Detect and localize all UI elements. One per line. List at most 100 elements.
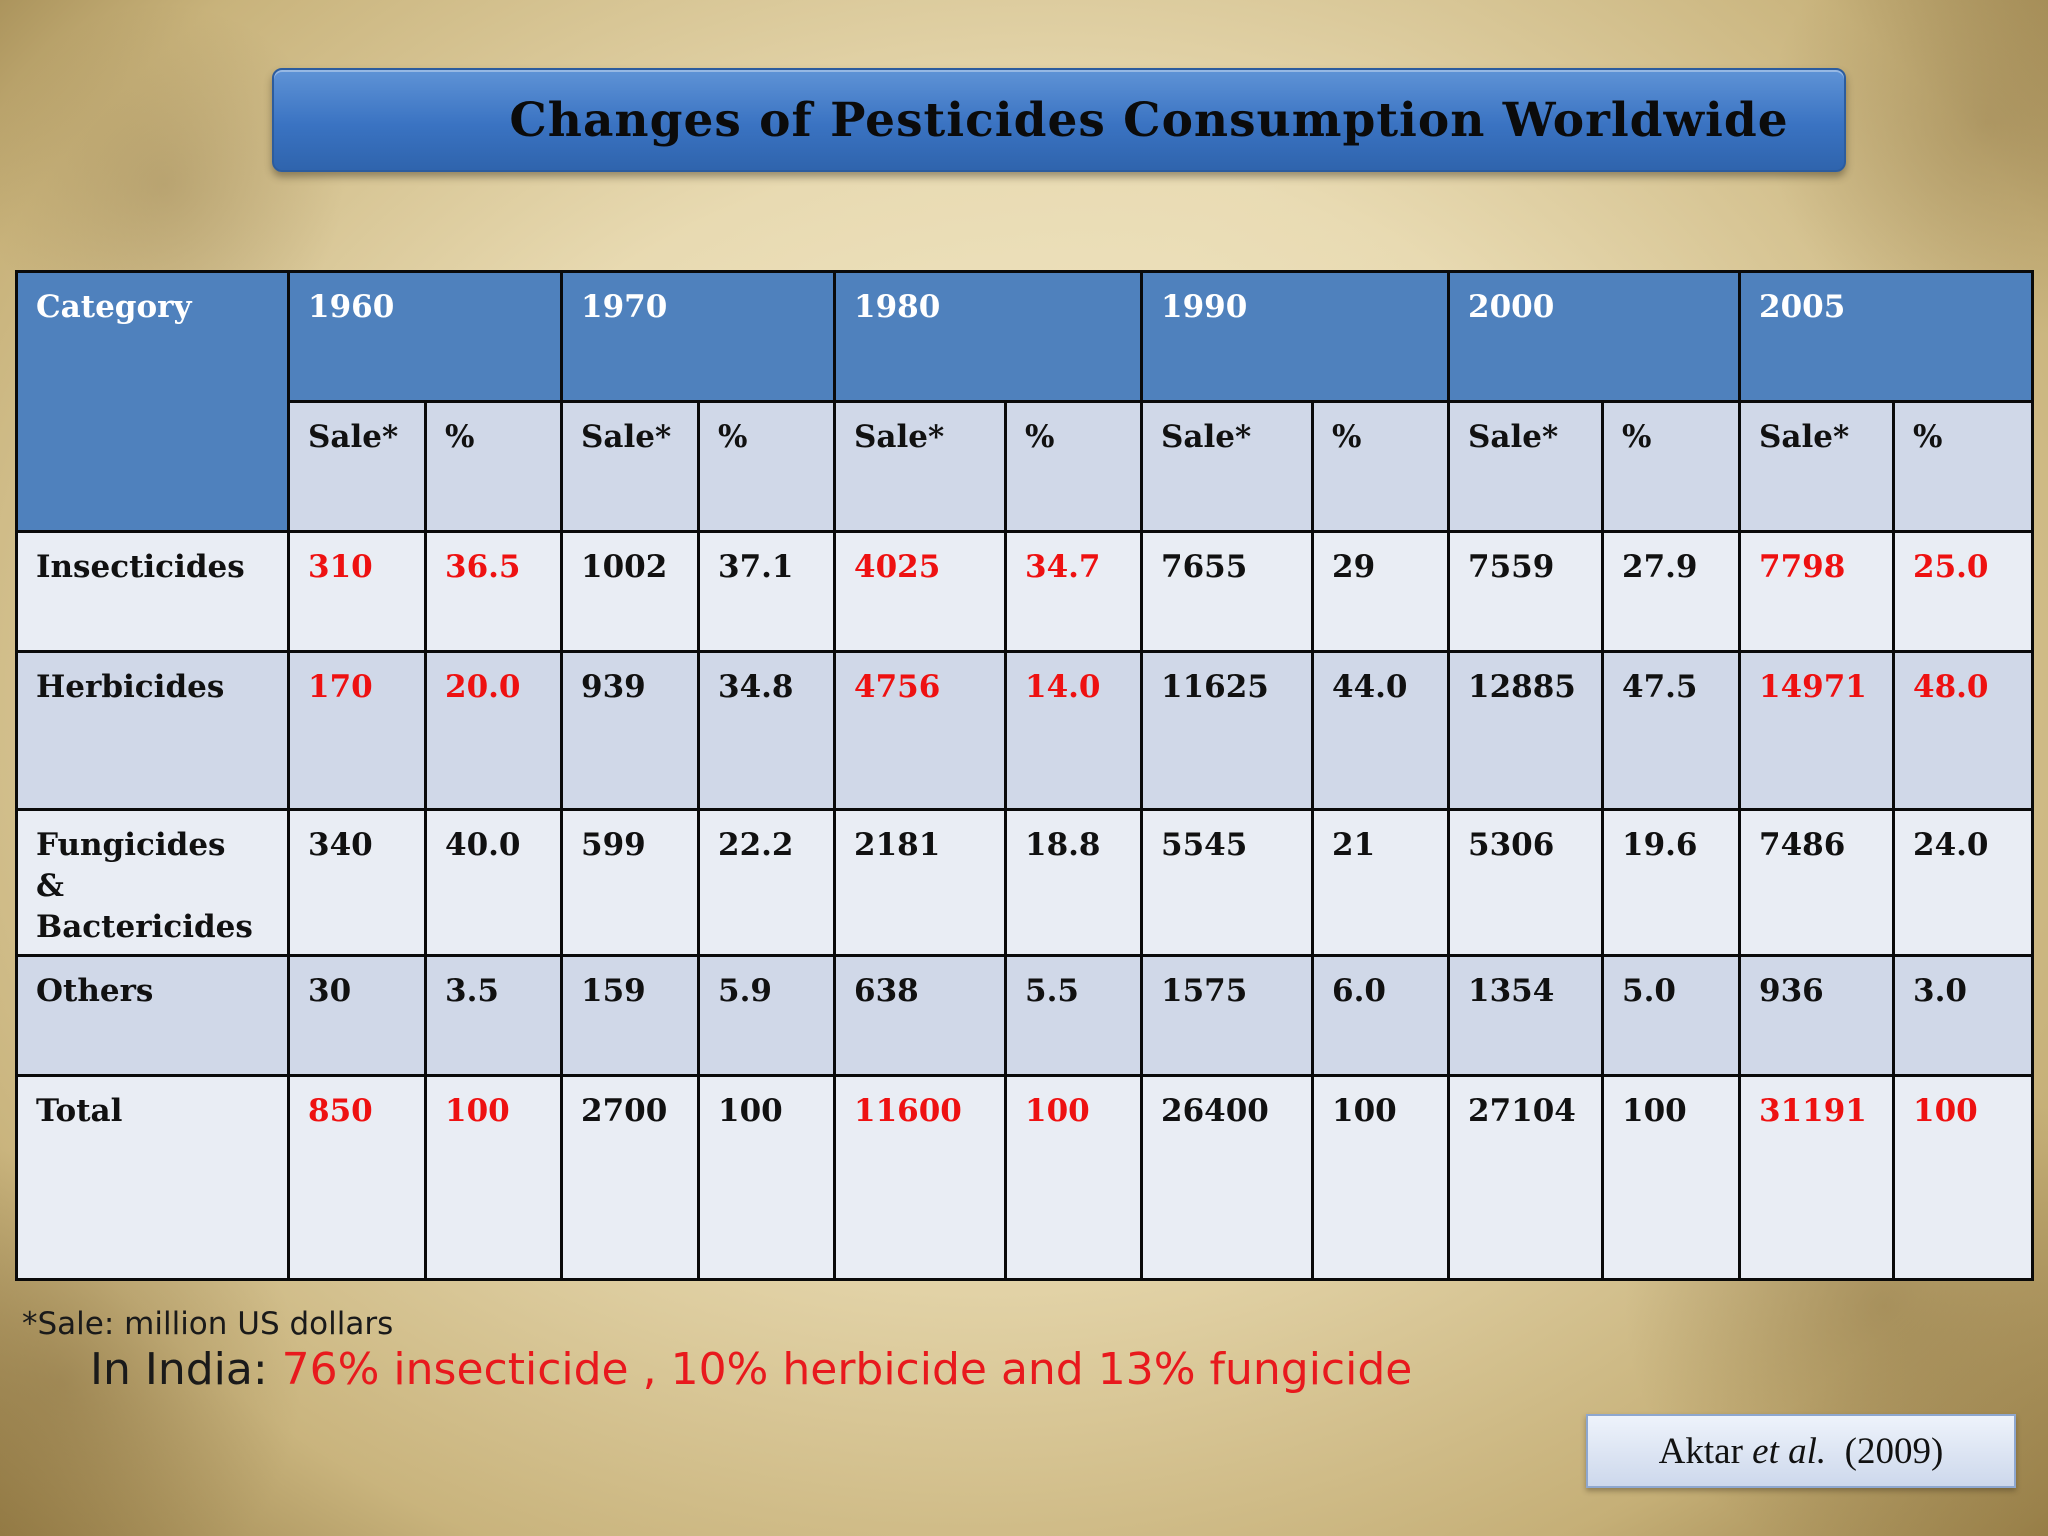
percent-subheader: % (1892, 400, 2034, 533)
percent-cell: 24.0 (1892, 808, 2034, 957)
category-cell: Fungicides & Bactericides (15, 808, 290, 957)
category-cell: Insecticides (15, 530, 290, 653)
title-banner: Changes of Pesticides Consumption Worldw… (272, 68, 1846, 172)
sale-cell: 1575 (1140, 954, 1314, 1077)
citation-box: Aktar et al. (2009) (1586, 1414, 2016, 1488)
category-header: Category (15, 270, 290, 533)
category-cell: Herbicides (15, 650, 290, 811)
percent-cell: 36.5 (424, 530, 563, 653)
sale-cell: 12885 (1447, 650, 1604, 811)
percent-cell: 20.0 (424, 650, 563, 811)
percent-cell: 18.8 (1004, 808, 1143, 957)
page-title: Changes of Pesticides Consumption Worldw… (509, 92, 1789, 148)
sale-cell: 936 (1738, 954, 1895, 1077)
percent-cell: 3.5 (424, 954, 563, 1077)
percent-cell: 3.0 (1892, 954, 2034, 1077)
percent-cell: 44.0 (1311, 650, 1450, 811)
percent-cell: 100 (1892, 1074, 2034, 1281)
sale-cell: 850 (287, 1074, 427, 1281)
percent-cell: 22.2 (697, 808, 836, 957)
sale-cell: 14971 (1738, 650, 1895, 811)
year-header: 1970 (560, 270, 836, 403)
sale-subheader: Sale* (560, 400, 700, 533)
table-row: Total 850 100 2700 100 11600 100 26400 1… (15, 1074, 2034, 1281)
sale-subheader: Sale* (1140, 400, 1314, 533)
category-cell: Others (15, 954, 290, 1077)
sale-cell: 7486 (1738, 808, 1895, 957)
sale-cell: 2181 (833, 808, 1007, 957)
sale-cell: 599 (560, 808, 700, 957)
percent-subheader: % (424, 400, 563, 533)
sale-cell: 7655 (1140, 530, 1314, 653)
sale-cell: 1354 (1447, 954, 1604, 1077)
percent-cell: 29 (1311, 530, 1450, 653)
sale-cell: 939 (560, 650, 700, 811)
sale-subheader: Sale* (833, 400, 1007, 533)
percent-cell: 100 (1004, 1074, 1143, 1281)
table-row: Fungicides & Bactericides 340 40.0 599 2… (15, 808, 2034, 957)
percent-subheader: % (1311, 400, 1450, 533)
table-row: Others 30 3.5 159 5.9 638 5.5 1575 6.0 1… (15, 954, 2034, 1077)
percent-cell: 34.8 (697, 650, 836, 811)
year-header: 1960 (287, 270, 563, 403)
india-summary: In India: 76% insecticide , 10% herbicid… (90, 1344, 1412, 1395)
india-highlight: 76% insecticide , 10% herbicide and 13% … (281, 1344, 1413, 1395)
table-row: Insecticides 310 36.5 1002 37.1 4025 34.… (15, 530, 2034, 653)
percent-cell: 5.5 (1004, 954, 1143, 1077)
category-cell: Total (15, 1074, 290, 1281)
citation-author: Aktar (1658, 1430, 1743, 1472)
sale-cell: 170 (287, 650, 427, 811)
year-header: 1980 (833, 270, 1143, 403)
percent-cell: 25.0 (1892, 530, 2034, 653)
sale-cell: 30 (287, 954, 427, 1077)
percent-cell: 100 (1601, 1074, 1741, 1281)
sale-cell: 340 (287, 808, 427, 957)
sale-cell: 11625 (1140, 650, 1314, 811)
citation-etal: et al. (1752, 1430, 1827, 1472)
sale-subheader: Sale* (1447, 400, 1604, 533)
percent-cell: 40.0 (424, 808, 563, 957)
india-prefix: In India: (90, 1344, 282, 1395)
sale-cell: 638 (833, 954, 1007, 1077)
percent-cell: 21 (1311, 808, 1450, 957)
percent-cell: 19.6 (1601, 808, 1741, 957)
sale-cell: 159 (560, 954, 700, 1077)
sale-cell: 310 (287, 530, 427, 653)
sale-subheader: Sale* (287, 400, 427, 533)
year-header: 2000 (1447, 270, 1741, 403)
sale-footnote: *Sale: million US dollars (22, 1306, 394, 1342)
sale-cell: 31191 (1738, 1074, 1895, 1281)
citation-year: (2009) (1844, 1430, 1944, 1472)
percent-cell: 27.9 (1601, 530, 1741, 653)
sale-cell: 5545 (1140, 808, 1314, 957)
sale-cell: 1002 (560, 530, 700, 653)
sale-cell: 2700 (560, 1074, 700, 1281)
sale-cell: 7559 (1447, 530, 1604, 653)
year-header: 1990 (1140, 270, 1450, 403)
sale-cell: 4025 (833, 530, 1007, 653)
percent-cell: 100 (1311, 1074, 1450, 1281)
sale-subheader: Sale* (1738, 400, 1895, 533)
pesticide-table: Category 1960 1970 1980 1990 2000 2005 S… (15, 270, 2034, 1281)
sale-cell: 26400 (1140, 1074, 1314, 1281)
percent-cell: 100 (697, 1074, 836, 1281)
percent-cell: 34.7 (1004, 530, 1143, 653)
percent-subheader: % (697, 400, 836, 533)
percent-subheader: % (1004, 400, 1143, 533)
percent-cell: 48.0 (1892, 650, 2034, 811)
sale-cell: 7798 (1738, 530, 1895, 653)
sale-cell: 11600 (833, 1074, 1007, 1281)
sale-cell: 5306 (1447, 808, 1604, 957)
percent-cell: 14.0 (1004, 650, 1143, 811)
percent-cell: 6.0 (1311, 954, 1450, 1077)
year-header: 2005 (1738, 270, 2034, 403)
table-row: Herbicides 170 20.0 939 34.8 4756 14.0 1… (15, 650, 2034, 811)
percent-cell: 100 (424, 1074, 563, 1281)
percent-cell: 5.9 (697, 954, 836, 1077)
percent-subheader: % (1601, 400, 1741, 533)
percent-cell: 5.0 (1601, 954, 1741, 1077)
percent-cell: 47.5 (1601, 650, 1741, 811)
sale-cell: 27104 (1447, 1074, 1604, 1281)
sale-cell: 4756 (833, 650, 1007, 811)
percent-cell: 37.1 (697, 530, 836, 653)
